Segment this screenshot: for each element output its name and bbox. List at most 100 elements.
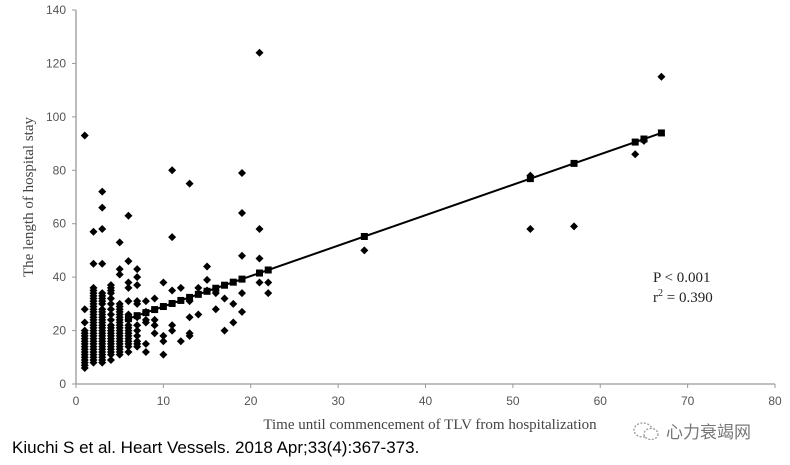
y-tick-label: 60 [53,217,67,231]
data-point [106,299,115,308]
data-point [185,179,194,188]
data-point [133,326,142,335]
data-point [98,358,107,367]
data-point [124,342,133,351]
data-point [238,209,247,218]
fit-marker [657,129,665,137]
data-point [159,278,168,287]
data-point [141,339,150,348]
data-point [168,233,177,242]
fit-marker [186,293,194,301]
data-point [98,203,107,212]
data-point [238,289,247,298]
axes: 0 20 40 60 80 100 120 140 0 10 20 30 40 50 60 70 80 [46,3,782,408]
data-point [98,225,107,234]
fit-marker [640,135,648,143]
fit-marker [151,306,159,314]
fit-marker [168,299,176,307]
fit-marker [229,278,237,286]
data-point [657,72,666,81]
data-point [159,350,168,359]
data-point [124,211,133,220]
x-tick-label: 10 [157,394,171,408]
data-point [89,358,98,367]
data-point [141,318,150,327]
fit-marker [124,315,132,323]
data-point [185,313,194,322]
data-point [255,225,264,234]
data-point [159,337,168,346]
data-point [115,265,124,274]
data-point [80,131,89,140]
p-value-annotation: P < 0.001 [653,270,711,286]
data-point [150,294,159,303]
data-point [133,273,142,282]
data-point [238,168,247,177]
data-point [360,246,369,255]
watermark: 心力衰竭网 [632,418,751,443]
data-point [98,259,107,268]
x-tick-label: 70 [681,394,695,408]
x-tick-label: 40 [419,394,433,408]
data-point [106,355,115,364]
data-point [133,321,142,330]
data-point [133,281,142,290]
data-point [133,299,142,308]
fit-marker [212,284,220,292]
fit-marker [203,287,211,295]
data-point [80,305,89,314]
data-point [168,326,177,335]
fit-marker [238,275,246,283]
data-point [168,166,177,175]
y-tick-label: 80 [53,163,67,177]
data-point [264,278,273,287]
data-point [115,350,124,359]
data-point [150,329,159,338]
data-point [124,347,133,356]
fit-marker [570,159,578,167]
data-point [98,299,107,308]
data-point [229,299,238,308]
y-tick-label: 140 [46,3,66,17]
x-tick-label: 20 [244,394,258,408]
fit-marker [177,296,185,304]
y-axis-title: The length of hospital stay [21,117,37,277]
data-point [115,238,124,247]
fit-marker [631,138,639,146]
data-point [526,225,535,234]
x-tick-label: 30 [331,394,345,408]
data-point [150,321,159,330]
data-point [106,305,115,314]
data-point [203,275,212,284]
wechat-icon [633,421,659,440]
x-tick-label: 80 [768,394,782,408]
data-point [211,305,220,314]
data-point [106,294,115,303]
data-point [229,318,238,327]
data-point [133,342,142,351]
data-point [255,278,264,287]
data-point [124,283,133,292]
data-point [106,310,115,319]
data-point [159,331,168,340]
data-point [255,48,264,57]
fit-marker [133,312,141,320]
data-point [141,297,150,306]
regression-line [124,129,665,323]
watermark-text: 心力衰竭网 [666,423,751,443]
data-point [203,262,212,271]
data-point [176,283,185,292]
fit-marker [255,269,263,277]
y-tick-label: 100 [46,110,66,124]
data-point [80,363,89,372]
data-point [220,294,229,303]
data-point [264,289,273,298]
data-point [106,350,115,359]
data-point [238,251,247,260]
data-point [124,257,133,266]
fit-marker [194,290,202,298]
data-point [150,315,159,324]
citation-caption: Kiuchi S et al. Heart Vessels. 2018 Apr;… [12,438,420,457]
data-point [106,289,115,298]
data-point [220,326,229,335]
